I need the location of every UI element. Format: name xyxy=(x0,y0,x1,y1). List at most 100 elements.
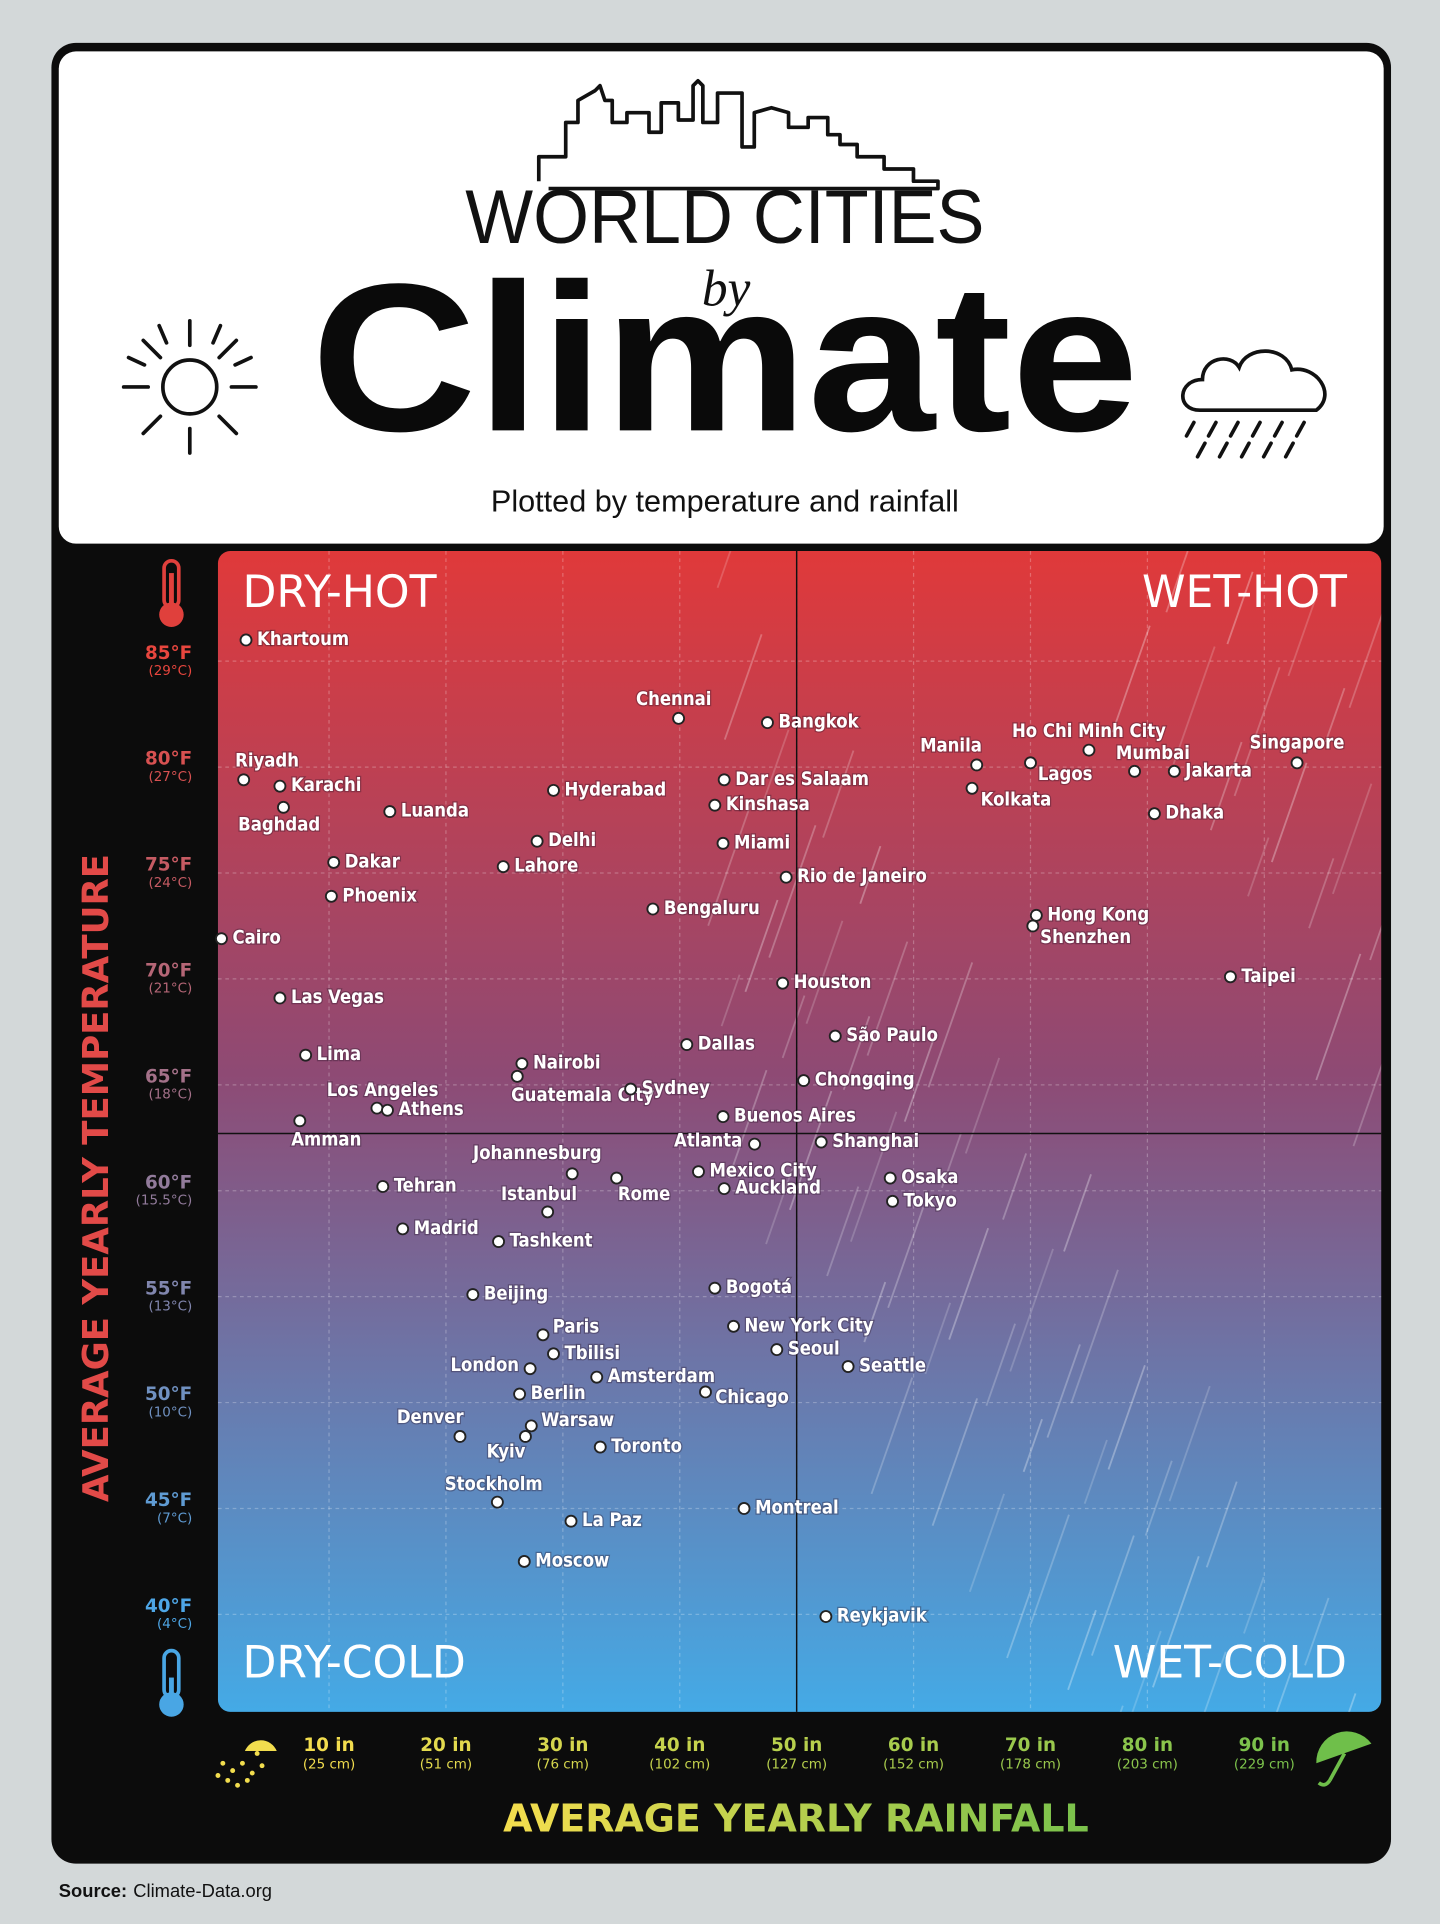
point-label: Paris xyxy=(553,1316,600,1337)
rain-streak xyxy=(744,899,779,993)
y-tick-label: 65°F xyxy=(145,1066,192,1087)
point-label: New York City xyxy=(745,1315,874,1336)
hot-thermometer-icon xyxy=(159,558,184,627)
rain-streak xyxy=(968,1493,1005,1593)
point xyxy=(513,1387,527,1401)
rain-streak xyxy=(716,551,736,589)
point xyxy=(370,1101,384,1115)
point-label: Manila xyxy=(920,736,982,757)
rain-streak xyxy=(1189,1651,1227,1712)
title-by: by xyxy=(702,261,751,318)
source: Source: Climate-Data.org xyxy=(59,1880,272,1901)
x-tick-sublabel: (25 cm) xyxy=(303,1757,355,1772)
point-label: Shenzhen xyxy=(1040,927,1131,948)
y-tick-label: 55°F xyxy=(145,1278,192,1299)
point xyxy=(727,1319,740,1333)
point xyxy=(515,1057,529,1071)
x-tick-sublabel: (127 cm) xyxy=(766,1757,827,1772)
plot-area xyxy=(217,551,1382,1712)
point xyxy=(565,1167,579,1181)
umbrella-icon xyxy=(1316,1731,1372,1787)
point-label: Dakar xyxy=(345,851,401,872)
point xyxy=(1128,764,1141,778)
rain-streak xyxy=(1009,1248,1054,1372)
chart-title: Climate xyxy=(311,239,1139,475)
rain-streak xyxy=(842,1016,871,1091)
point xyxy=(299,1048,313,1062)
point xyxy=(776,976,790,990)
y-tick-sublabel: (27°C) xyxy=(148,770,192,785)
point xyxy=(237,773,251,787)
rain-streak xyxy=(941,1132,963,1189)
point xyxy=(1029,908,1043,922)
x-tick-label: 70 in xyxy=(1005,1735,1056,1756)
point-label: Lahore xyxy=(514,856,578,877)
point-label: Tbilisi xyxy=(565,1343,621,1364)
rain-streak xyxy=(866,941,909,1056)
point xyxy=(1147,807,1161,821)
source-label: Source: xyxy=(59,1880,127,1901)
quadrant-label: DRY-HOT xyxy=(242,567,437,618)
point-label: Nairobi xyxy=(533,1053,601,1074)
point-label: Bangkok xyxy=(778,712,859,733)
point xyxy=(1082,743,1096,757)
rain-streak xyxy=(1315,953,1362,1081)
subtitle: Plotted by temperature and rainfall xyxy=(491,484,959,518)
point xyxy=(273,991,287,1005)
point-label: Tokyo xyxy=(904,1190,957,1211)
point xyxy=(1223,970,1237,984)
point xyxy=(779,870,793,884)
rain-streak xyxy=(1091,1535,1135,1656)
rain-streak xyxy=(1029,1514,1070,1624)
rain-streak xyxy=(931,1398,979,1527)
point xyxy=(1026,919,1040,933)
point xyxy=(523,1362,537,1376)
point xyxy=(277,800,290,814)
point xyxy=(496,860,510,874)
point xyxy=(547,783,560,797)
point xyxy=(273,779,287,793)
rain-streak xyxy=(964,1057,1001,1154)
y-tick-label: 85°F xyxy=(145,643,192,664)
point xyxy=(324,889,338,903)
point xyxy=(886,1194,899,1208)
point xyxy=(717,773,731,787)
point xyxy=(510,1069,524,1083)
rain-streak xyxy=(887,1207,925,1309)
point xyxy=(1167,764,1181,778)
y-axis: 85°F(29°C) 80°F(27°C) 75°F(24°C) 70°F(21°C)… xyxy=(136,643,193,1632)
point xyxy=(716,836,730,850)
point xyxy=(646,902,660,916)
point xyxy=(748,1137,762,1151)
x-tick-sublabel: (203 cm) xyxy=(1117,1757,1178,1772)
point xyxy=(737,1502,751,1515)
point xyxy=(708,798,722,812)
rain-streak xyxy=(1172,646,1216,765)
point-label: Tashkent xyxy=(510,1231,593,1252)
point xyxy=(536,1328,550,1342)
rain-streak xyxy=(924,1302,952,1375)
rain-streak xyxy=(1324,687,1346,743)
point-label: Luanda xyxy=(401,801,469,822)
rain-streak xyxy=(1270,762,1308,863)
y-tick-sublabel: (4°C) xyxy=(157,1617,192,1632)
point-label: Dallas xyxy=(698,1034,755,1055)
rain-streak xyxy=(1331,783,1373,895)
x-tick-label: 50 in xyxy=(771,1735,822,1756)
x-tick-label: 20 in xyxy=(420,1735,471,1756)
x-tick-sublabel: (152 cm) xyxy=(883,1757,944,1772)
point-label: Atlanta xyxy=(674,1131,742,1152)
point-label: Cairo xyxy=(232,928,280,949)
x-tick-label: 30 in xyxy=(537,1735,588,1756)
point xyxy=(396,1222,410,1236)
x-tick-sublabel: (178 cm) xyxy=(1000,1757,1061,1772)
point xyxy=(828,1029,842,1043)
point-label: Rome xyxy=(618,1184,671,1205)
rain-streak xyxy=(727,1069,768,1179)
rain-streak xyxy=(1233,667,1281,797)
x-tick-sublabel: (51 cm) xyxy=(420,1757,472,1772)
rain-streak xyxy=(1287,592,1319,677)
point xyxy=(327,855,341,869)
point-label: Auckland xyxy=(735,1178,821,1199)
point xyxy=(466,1288,480,1301)
